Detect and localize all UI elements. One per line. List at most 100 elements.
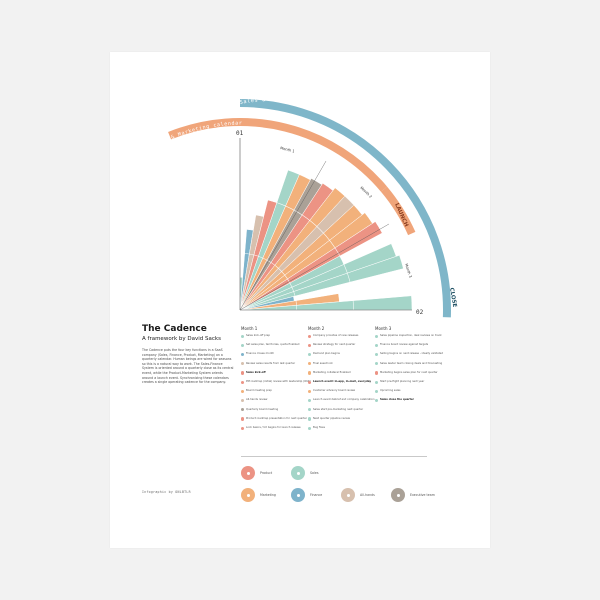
event-item: Review sales results from last quarter (241, 362, 305, 367)
event-item: Sales close the quarter (375, 398, 439, 403)
event-item: PM roadmap (initial) review with leaders… (241, 380, 311, 385)
event-text: Bug fixes (313, 426, 325, 429)
event-dot-icon (241, 371, 245, 375)
event-item: All-hands review (241, 398, 305, 403)
cadence-wheel: Sales & Finance calendar Product & Marke… (144, 97, 457, 318)
event-text: Final asset lock (313, 361, 333, 365)
months-section: Month 1 Sales kick-off prep Set sales plan… (241, 326, 444, 436)
event-dot-icon (375, 362, 379, 366)
event-text: Selling begins on next release - ideally… (380, 352, 444, 356)
page-title: The Cadence (142, 324, 207, 334)
event-text: Next quarter pipeline review (313, 416, 351, 420)
event-dot-icon (241, 408, 245, 412)
calendar-bands (168, 99, 451, 318)
event-item: Product roadmap presentation for next qu… (241, 416, 307, 422)
month-column: Month 2 Company provides of new releases R… (308, 326, 375, 430)
event-dot-icon (308, 426, 312, 430)
event-text: Review strategy for next quarter (313, 343, 356, 347)
start-label: 01 (236, 130, 244, 137)
poster: Sales & Finance calendar Product & Marke… (110, 52, 490, 548)
legend-swatch-icon (241, 488, 255, 502)
event-item: Sales kick-off prep (241, 334, 305, 339)
legend-item: Product (241, 466, 301, 482)
legend-label: All-hands (360, 493, 375, 497)
event-text: Upcoming sales (380, 389, 401, 393)
product-marketing-band (168, 118, 388, 192)
event-item: Launch event: in-app, in-mail, everyday (308, 380, 372, 385)
event-item: Review strategy for next quarter (308, 343, 372, 348)
title-block: The Cadence A framework by David Sacks T… (142, 324, 234, 385)
legend-item: Sales (291, 466, 351, 482)
event-item: Bug fixes (308, 426, 372, 431)
event-dot-icon (308, 334, 312, 338)
event-text: Demand plan begins (313, 352, 340, 356)
event-text: PM roadmap (initial) review with leaders… (246, 380, 311, 383)
event-text: Sales close the quarter (380, 398, 414, 402)
description: The Cadence puts the four key functions … (142, 348, 234, 385)
event-dot-icon (308, 408, 312, 412)
month-label-1: Month 1 (280, 146, 295, 153)
wheel-sectors (239, 169, 413, 311)
month-title: Month 2 (308, 326, 325, 331)
month-divider (239, 223, 390, 311)
legend-label: Sales (310, 471, 319, 475)
month-label-2: Month 2 (359, 186, 372, 199)
event-dot-icon (375, 334, 379, 338)
event-dot-icon (308, 398, 312, 403)
launch-band (380, 186, 416, 236)
event-text: Finance board review against targets (380, 343, 429, 347)
event-dot-icon (375, 352, 379, 357)
event-text: Start pre-flight planning next year (380, 380, 425, 383)
event-text: Marketing collateral finalized (313, 370, 351, 374)
legend-swatch-icon (341, 488, 355, 502)
event-item: Upcoming sales (375, 389, 439, 394)
event-item: Marketing begins sales plan for next qua… (375, 371, 439, 376)
event-item: Finance board review against targets (375, 343, 439, 348)
event-text: Sales start pre-marketing next quarter (313, 407, 364, 411)
event-item: Launch event debrief and company celebra… (308, 398, 375, 403)
month-label-3: Month 3 (404, 263, 412, 278)
wheel-sector (239, 254, 404, 311)
event-dot-icon (308, 417, 312, 421)
event-text: Set sales plan, territories, quota final… (246, 343, 300, 347)
event-dot-icon (375, 343, 379, 347)
event-text: All-hands review (246, 398, 268, 402)
sales-finance-band (239, 99, 451, 318)
end-label: 02 (416, 309, 424, 316)
event-item: Sales kick-off (241, 371, 305, 376)
legend-item: All-hands (341, 488, 401, 504)
event-item: Lock basics / UX begins for launch relea… (241, 426, 305, 431)
legend-swatch-icon (241, 466, 255, 480)
event-dot-icon (375, 389, 379, 393)
month-title: Month 1 (241, 326, 258, 331)
legend-item: Marketing (241, 488, 301, 504)
event-dot-icon (375, 398, 379, 403)
event-dot-icon (241, 362, 245, 366)
legend-swatch-icon (291, 466, 305, 480)
wheel-ring (239, 196, 354, 311)
event-text: Sales kick-off prep (246, 334, 270, 337)
event-text: Quarterly board meeting (246, 407, 279, 411)
credit: Infographic by ONLBTLR (142, 490, 191, 494)
event-text: Product roadmap presentation for next qu… (246, 416, 307, 420)
event-item: Quarterly board meeting (241, 408, 305, 413)
event-item: Company provides of new releases (308, 334, 372, 339)
event-item: Marketing collateral finalized (308, 371, 372, 376)
legend-label: Marketing (260, 493, 276, 497)
event-text: Sales pipeline inspection, deal reviews … (380, 334, 442, 337)
event-text: Board meeting prep (246, 389, 272, 393)
event-dot-icon (241, 398, 245, 403)
legend: Product Sales Marketing Finance All-hands Exe… (241, 466, 451, 506)
wheel-axes (239, 138, 412, 311)
month-divider (239, 160, 327, 311)
divider (241, 456, 427, 457)
event-item: Sales leader team closing deals and fore… (375, 362, 442, 367)
event-text: Lock basics / UX begins for launch relea… (246, 426, 301, 429)
wheel-ring (239, 252, 298, 311)
event-text: Customer advisory board review (313, 389, 356, 393)
event-dot-icon (241, 380, 245, 384)
event-text: Company provides of new releases (313, 334, 359, 337)
close-label: CLOSE (448, 287, 457, 308)
page-subtitle: A framework by David Sacks (142, 336, 221, 342)
event-text: Sales kick-off (246, 370, 266, 374)
